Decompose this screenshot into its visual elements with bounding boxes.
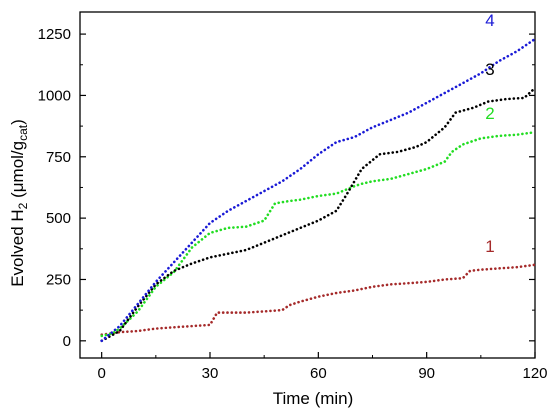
y-axis-title-sub2: cat: [16, 124, 30, 141]
plot-border: [79, 11, 536, 359]
y-axis-title: Evolved H2 (μmol/gcat): [8, 119, 30, 287]
y-axis-title-sub1: 2: [16, 202, 30, 209]
series-2-label: 2: [485, 104, 494, 123]
series-4-label: 4: [485, 11, 494, 30]
y-axis-title-main: Evolved H: [8, 209, 27, 286]
series-2-line: [100, 130, 537, 338]
y-axis-title-end: ): [8, 119, 27, 125]
x-tick-label: 60: [310, 365, 327, 382]
series-layer: [100, 37, 537, 343]
plot-frame: [79, 11, 536, 359]
y-tick-label: 0: [63, 333, 71, 350]
x-axis-title: Time (min): [273, 389, 354, 408]
tick-labels: 0 30 60 90 120 0 250 500 750 1000 1250: [38, 26, 548, 382]
axis-ticks: [80, 33, 536, 358]
x-tick-label: 30: [202, 365, 219, 382]
series-1-label: 1: [485, 237, 494, 256]
series-3-label: 3: [485, 60, 494, 79]
series-labels: 1 2 3 4: [485, 11, 494, 256]
y-tick-label: 1000: [38, 87, 71, 104]
y-tick-label: 250: [46, 271, 71, 288]
series-4-line: [100, 37, 537, 343]
y-axis-title-mid: (μmol/g: [8, 141, 27, 203]
series-1-line: [100, 263, 537, 336]
x-tick-label: 120: [522, 365, 547, 382]
y-tick-label: 500: [46, 210, 71, 227]
y-tick-label: 750: [46, 149, 71, 166]
x-tick-label: 0: [97, 365, 105, 382]
x-tick-label: 90: [418, 365, 435, 382]
series-3-line: [100, 86, 537, 343]
y-tick-label: 1250: [38, 26, 71, 43]
